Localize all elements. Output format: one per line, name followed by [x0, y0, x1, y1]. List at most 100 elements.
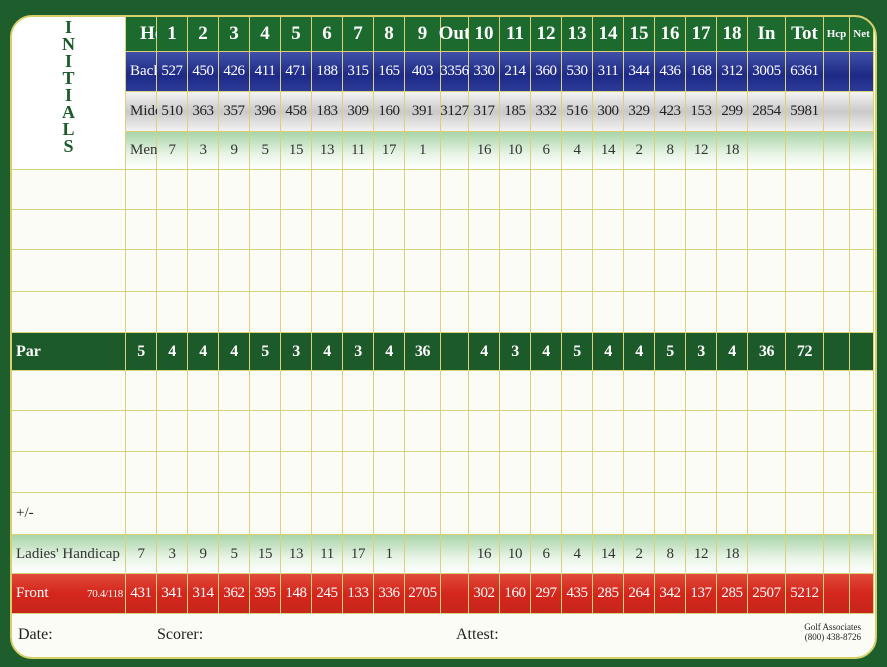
score-cell[interactable]: [312, 250, 343, 292]
score-cell[interactable]: [126, 411, 157, 452]
score-cell[interactable]: [717, 452, 748, 493]
score-cell[interactable]: [593, 292, 624, 333]
score-cell[interactable]: [405, 411, 441, 452]
score-cell[interactable]: [219, 493, 250, 535]
score-cell[interactable]: [374, 210, 405, 250]
score-cell[interactable]: [500, 452, 531, 493]
score-cell[interactable]: [531, 411, 562, 452]
score-cell[interactable]: [312, 371, 343, 411]
score-cell[interactable]: [717, 292, 748, 333]
score-cell[interactable]: [748, 411, 786, 452]
score-cell[interactable]: [748, 170, 786, 210]
score-cell[interactable]: [593, 250, 624, 292]
score-cell[interactable]: [126, 170, 157, 210]
score-cell[interactable]: [281, 411, 312, 452]
score-cell[interactable]: [624, 210, 655, 250]
score-cell[interactable]: [374, 250, 405, 292]
score-cell[interactable]: [500, 411, 531, 452]
score-cell[interactable]: [624, 371, 655, 411]
score-cell[interactable]: [686, 411, 717, 452]
score-cell[interactable]: [593, 170, 624, 210]
score-cell[interactable]: [717, 170, 748, 210]
score-cell[interactable]: [786, 371, 824, 411]
score-cell[interactable]: [500, 371, 531, 411]
score-cell[interactable]: [748, 292, 786, 333]
score-cell[interactable]: [374, 371, 405, 411]
score-cell[interactable]: [405, 371, 441, 411]
score-cell[interactable]: [624, 170, 655, 210]
score-cell[interactable]: [624, 452, 655, 493]
score-cell[interactable]: [157, 170, 188, 210]
score-cell[interactable]: [531, 170, 562, 210]
score-cell[interactable]: [531, 493, 562, 535]
score-cell[interactable]: [717, 411, 748, 452]
score-cell[interactable]: [126, 292, 157, 333]
score-cell[interactable]: [281, 493, 312, 535]
score-cell[interactable]: [686, 250, 717, 292]
initials-cell[interactable]: [441, 210, 469, 250]
hcp-cell[interactable]: [824, 452, 850, 493]
score-cell[interactable]: [126, 250, 157, 292]
score-cell[interactable]: [786, 250, 824, 292]
score-cell[interactable]: [500, 292, 531, 333]
hcp-cell[interactable]: [824, 292, 850, 333]
score-cell[interactable]: [655, 411, 686, 452]
score-cell[interactable]: [343, 170, 374, 210]
score-cell[interactable]: [500, 493, 531, 535]
score-cell[interactable]: [717, 493, 748, 535]
score-cell[interactable]: [593, 452, 624, 493]
score-cell[interactable]: [126, 371, 157, 411]
score-cell[interactable]: [188, 170, 219, 210]
initials-cell[interactable]: [441, 493, 469, 535]
score-cell[interactable]: [469, 493, 500, 535]
score-cell[interactable]: [469, 411, 500, 452]
score-cell[interactable]: [748, 250, 786, 292]
score-cell[interactable]: [281, 250, 312, 292]
score-cell[interactable]: [655, 210, 686, 250]
initials-cell[interactable]: [441, 411, 469, 452]
net-cell[interactable]: [850, 452, 874, 493]
score-cell[interactable]: [126, 452, 157, 493]
net-cell[interactable]: [850, 210, 874, 250]
score-cell[interactable]: [250, 250, 281, 292]
score-cell[interactable]: [655, 170, 686, 210]
net-cell[interactable]: [850, 371, 874, 411]
score-cell[interactable]: [219, 210, 250, 250]
score-cell[interactable]: [312, 210, 343, 250]
score-cell[interactable]: [343, 292, 374, 333]
score-cell[interactable]: [343, 371, 374, 411]
score-cell[interactable]: [188, 411, 219, 452]
score-cell[interactable]: [786, 493, 824, 535]
hcp-cell[interactable]: [824, 493, 850, 535]
score-cell[interactable]: [717, 210, 748, 250]
score-cell[interactable]: [374, 493, 405, 535]
score-cell[interactable]: [157, 371, 188, 411]
score-cell[interactable]: [374, 452, 405, 493]
score-cell[interactable]: [250, 292, 281, 333]
score-cell[interactable]: [281, 292, 312, 333]
score-cell[interactable]: [748, 493, 786, 535]
initials-cell[interactable]: [441, 292, 469, 333]
score-cell[interactable]: [469, 250, 500, 292]
score-cell[interactable]: [281, 452, 312, 493]
score-cell[interactable]: [374, 411, 405, 452]
score-cell[interactable]: [250, 493, 281, 535]
score-cell[interactable]: [655, 250, 686, 292]
score-cell[interactable]: [219, 452, 250, 493]
score-cell[interactable]: [469, 452, 500, 493]
score-cell[interactable]: [500, 250, 531, 292]
score-cell[interactable]: [219, 411, 250, 452]
score-cell[interactable]: [157, 411, 188, 452]
score-cell[interactable]: [562, 493, 593, 535]
score-cell[interactable]: [686, 493, 717, 535]
score-cell[interactable]: [531, 250, 562, 292]
score-cell[interactable]: [250, 452, 281, 493]
score-cell[interactable]: [531, 292, 562, 333]
score-cell[interactable]: [250, 411, 281, 452]
score-cell[interactable]: [562, 452, 593, 493]
score-cell[interactable]: [126, 493, 157, 535]
score-cell[interactable]: [748, 371, 786, 411]
score-cell[interactable]: [531, 210, 562, 250]
score-cell[interactable]: [343, 493, 374, 535]
hcp-cell[interactable]: [824, 210, 850, 250]
